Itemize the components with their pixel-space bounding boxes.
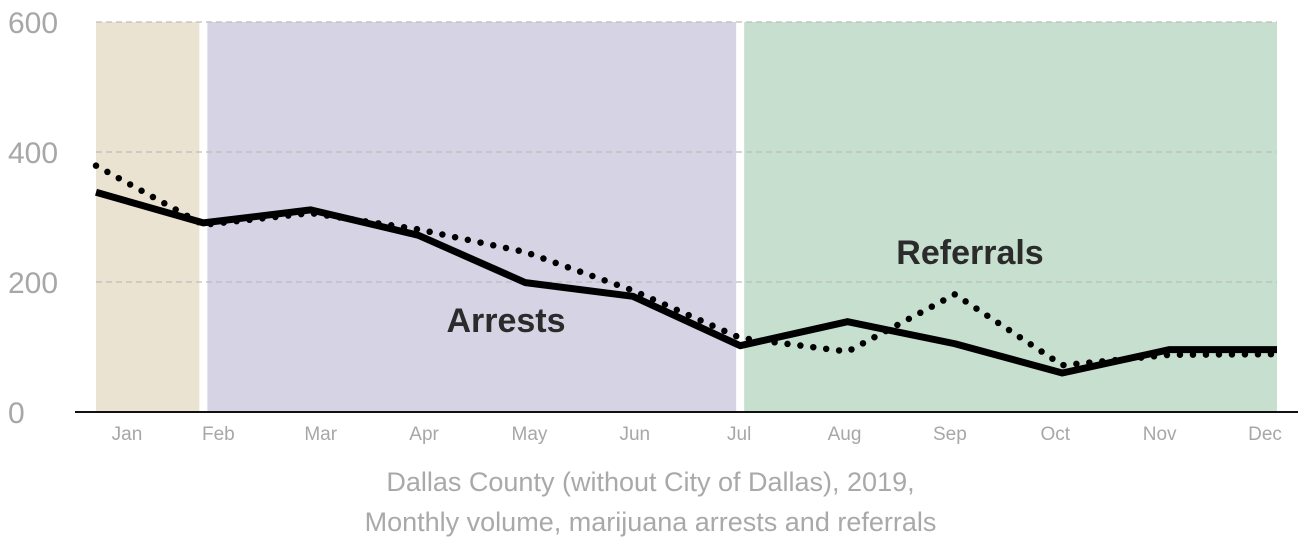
series-label-referrals: Referrals <box>896 234 1043 272</box>
x-tick-label-dec: Dec <box>1248 424 1282 445</box>
x-tick-label-jun: Jun <box>619 424 650 445</box>
y-tick-label-200: 200 <box>8 267 58 300</box>
x-tick-label-apr: Apr <box>409 424 439 445</box>
chart-caption-line-2: Monthly volume, marijuana arrests and re… <box>0 507 1301 538</box>
x-tick-label-nov: Nov <box>1143 424 1177 445</box>
x-tick-label-mar: Mar <box>304 424 337 445</box>
x-tick-label-may: May <box>512 424 548 445</box>
x-axis-ticks: Jan Feb Mar Apr May Jun Jul Aug Sep Oct Nov Dec <box>112 424 1282 445</box>
y-tick-label-0: 0 <box>8 397 25 430</box>
x-tick-label-jan: Jan <box>112 424 143 445</box>
series-label-arrests: Arrests <box>446 302 565 340</box>
x-tick-label-oct: Oct <box>1040 424 1070 445</box>
x-tick-label-feb: Feb <box>202 424 235 445</box>
x-tick-label-jul: Jul <box>727 424 751 445</box>
background-band-3 <box>744 22 1277 412</box>
y-axis-ticks: 0 200 400 600 <box>8 7 58 430</box>
y-tick-label-400: 400 <box>8 137 58 170</box>
chart-caption-line-1: Dallas County (without City of Dallas), … <box>0 467 1301 498</box>
x-tick-label-aug: Aug <box>828 424 862 445</box>
y-tick-label-600: 600 <box>8 7 58 40</box>
x-tick-label-sep: Sep <box>933 424 967 445</box>
